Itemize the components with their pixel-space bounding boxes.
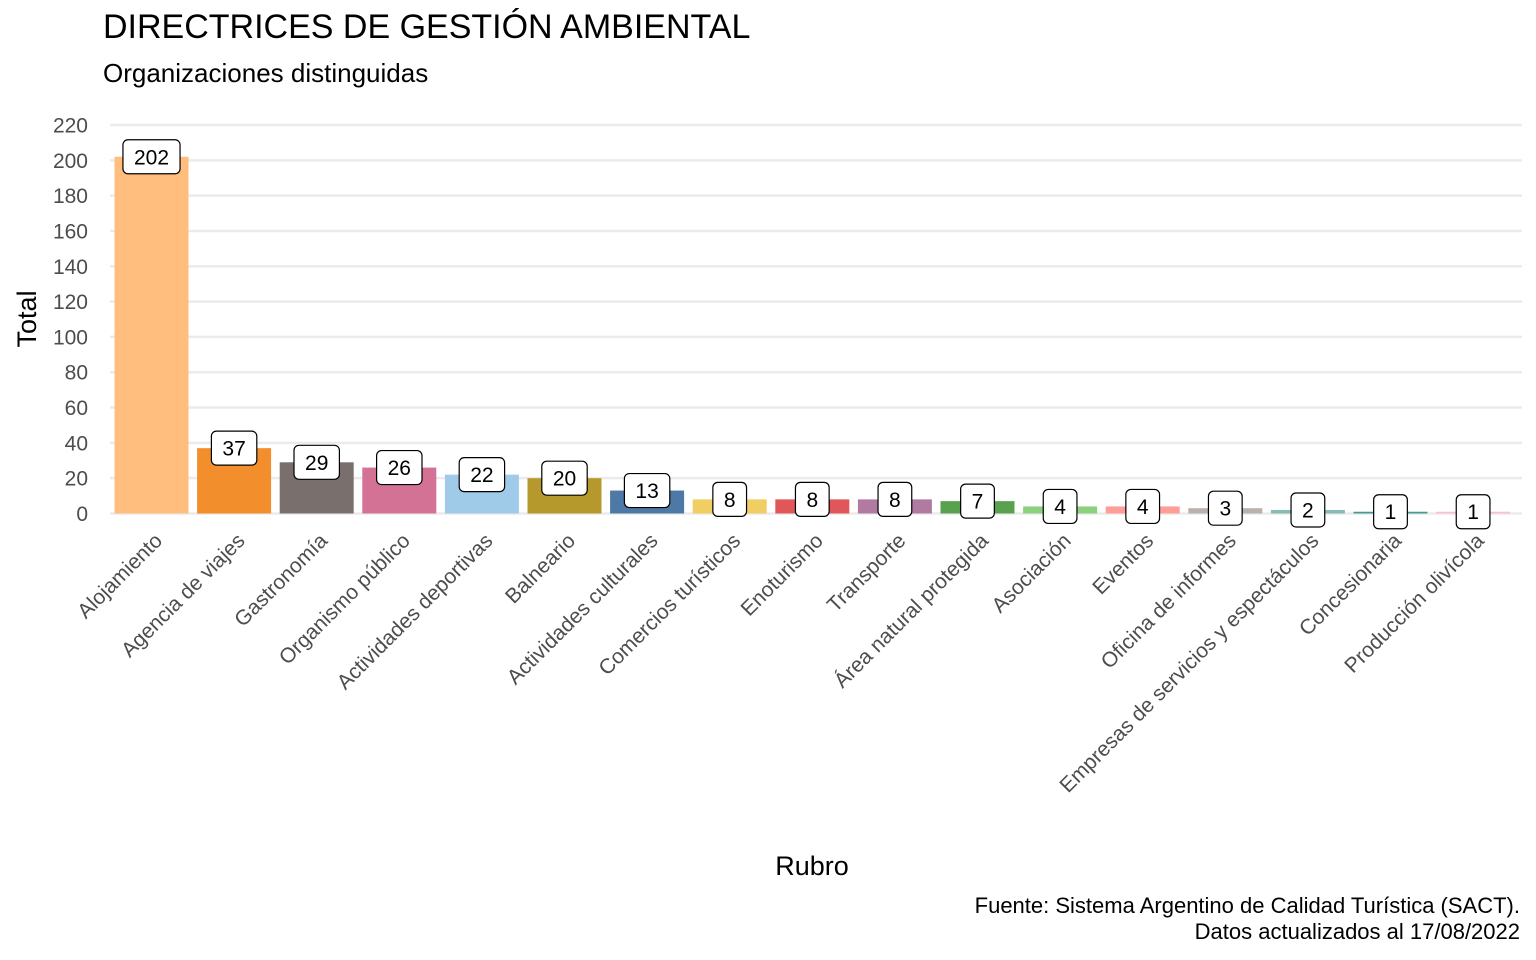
y-tick-label: 160 — [53, 220, 88, 243]
y-tick-label: 60 — [65, 397, 88, 420]
value-label-text: 3 — [1219, 498, 1231, 521]
value-label-box — [458, 457, 506, 493]
caption-source: Fuente: Sistema Argentino de Calidad Tur… — [974, 893, 1520, 918]
value-label-box — [794, 481, 830, 517]
value-label: 4 — [1042, 488, 1078, 525]
value-label: 29 — [293, 444, 341, 480]
value-label: 202 — [122, 139, 181, 175]
y-tick-label: 80 — [65, 362, 88, 385]
value-label-box — [122, 139, 181, 175]
x-tick-label: Área natural protegida — [830, 529, 993, 692]
value-label-text: 20 — [553, 468, 576, 491]
y-tick-label: 200 — [53, 150, 88, 173]
y-tick-label: 20 — [65, 468, 88, 491]
x-tick-label: Comercios turísticos — [594, 529, 745, 680]
value-label-box — [1125, 488, 1161, 525]
value-label: 8 — [712, 481, 748, 517]
value-label-box — [623, 472, 671, 509]
value-label-box — [712, 481, 748, 517]
y-axis-title: Total — [12, 290, 42, 347]
y-tick-label: 120 — [53, 291, 88, 314]
x-tick-label: Balneario — [501, 529, 580, 608]
value-label-box — [541, 460, 588, 496]
y-tick-label: 140 — [53, 256, 88, 279]
value-label-box — [877, 481, 913, 517]
y-tick-label: 180 — [53, 185, 88, 208]
value-label-box — [960, 483, 995, 519]
value-label-text: 7 — [972, 491, 984, 514]
value-label: 20 — [541, 460, 588, 496]
chart-caption: Fuente: Sistema Argentino de Calidad Tur… — [975, 893, 1520, 945]
x-tick-label: Asociación — [988, 529, 1076, 617]
value-label: 8 — [877, 481, 913, 517]
x-axis-title: Rubro — [775, 851, 849, 881]
y-tick-label: 0 — [76, 503, 88, 526]
value-label-text: 2 — [1302, 499, 1314, 522]
value-label: 7 — [960, 483, 995, 519]
x-tick-label: Enoturismo — [736, 529, 827, 620]
x-tick-label: Actividades culturales — [503, 529, 663, 689]
value-label-text: 4 — [1054, 496, 1066, 519]
value-label-text: 8 — [889, 489, 901, 512]
chart-title: DIRECTRICES DE GESTIÓN AMBIENTAL — [103, 8, 751, 46]
value-label: 1 — [1373, 494, 1408, 530]
value-label-text: 37 — [222, 438, 245, 461]
value-label: 37 — [210, 430, 258, 466]
x-tick-label: Oficina de informes — [1097, 529, 1241, 673]
value-label: 8 — [794, 481, 830, 517]
value-label-box — [1207, 490, 1243, 526]
value-label: 13 — [623, 472, 671, 509]
caption-date: Datos actualizados al 17/08/2022 — [1194, 919, 1520, 944]
value-label-text: 1 — [1467, 501, 1479, 524]
value-label: 3 — [1207, 490, 1243, 526]
value-label-box — [1290, 492, 1326, 528]
x-tick-label: Transporte — [823, 529, 911, 617]
value-label: 2 — [1290, 492, 1326, 528]
value-label-text: 8 — [724, 489, 736, 512]
value-label-box — [1042, 488, 1078, 525]
y-tick-label: 220 — [53, 115, 88, 138]
value-label-text: 1 — [1385, 501, 1397, 524]
bar — [114, 156, 189, 514]
x-tick-label: Actividades deportivas — [333, 529, 498, 694]
value-label-text: 26 — [388, 457, 411, 480]
y-tick-label: 40 — [65, 432, 88, 455]
value-label-box — [1455, 494, 1491, 530]
value-label-text: 4 — [1137, 496, 1149, 519]
value-label-text: 22 — [470, 464, 493, 487]
value-label-box — [1373, 494, 1408, 530]
value-label-text: 13 — [635, 480, 658, 503]
value-label: 1 — [1455, 494, 1491, 530]
value-label-box — [210, 430, 258, 466]
value-label-text: 29 — [305, 452, 328, 475]
x-tick-label: Producción olivícola — [1340, 529, 1489, 678]
chart-subtitle: Organizaciones distinguidas — [103, 58, 429, 88]
value-label: 26 — [376, 449, 423, 486]
value-label-box — [376, 449, 423, 486]
value-label-text: 202 — [134, 146, 169, 169]
value-label-box — [293, 444, 341, 480]
y-tick-label: 100 — [53, 326, 88, 349]
value-label: 22 — [458, 457, 506, 493]
x-tick-label: Eventos — [1088, 529, 1158, 599]
value-label: 4 — [1125, 488, 1161, 525]
value-label-text: 8 — [806, 489, 818, 512]
